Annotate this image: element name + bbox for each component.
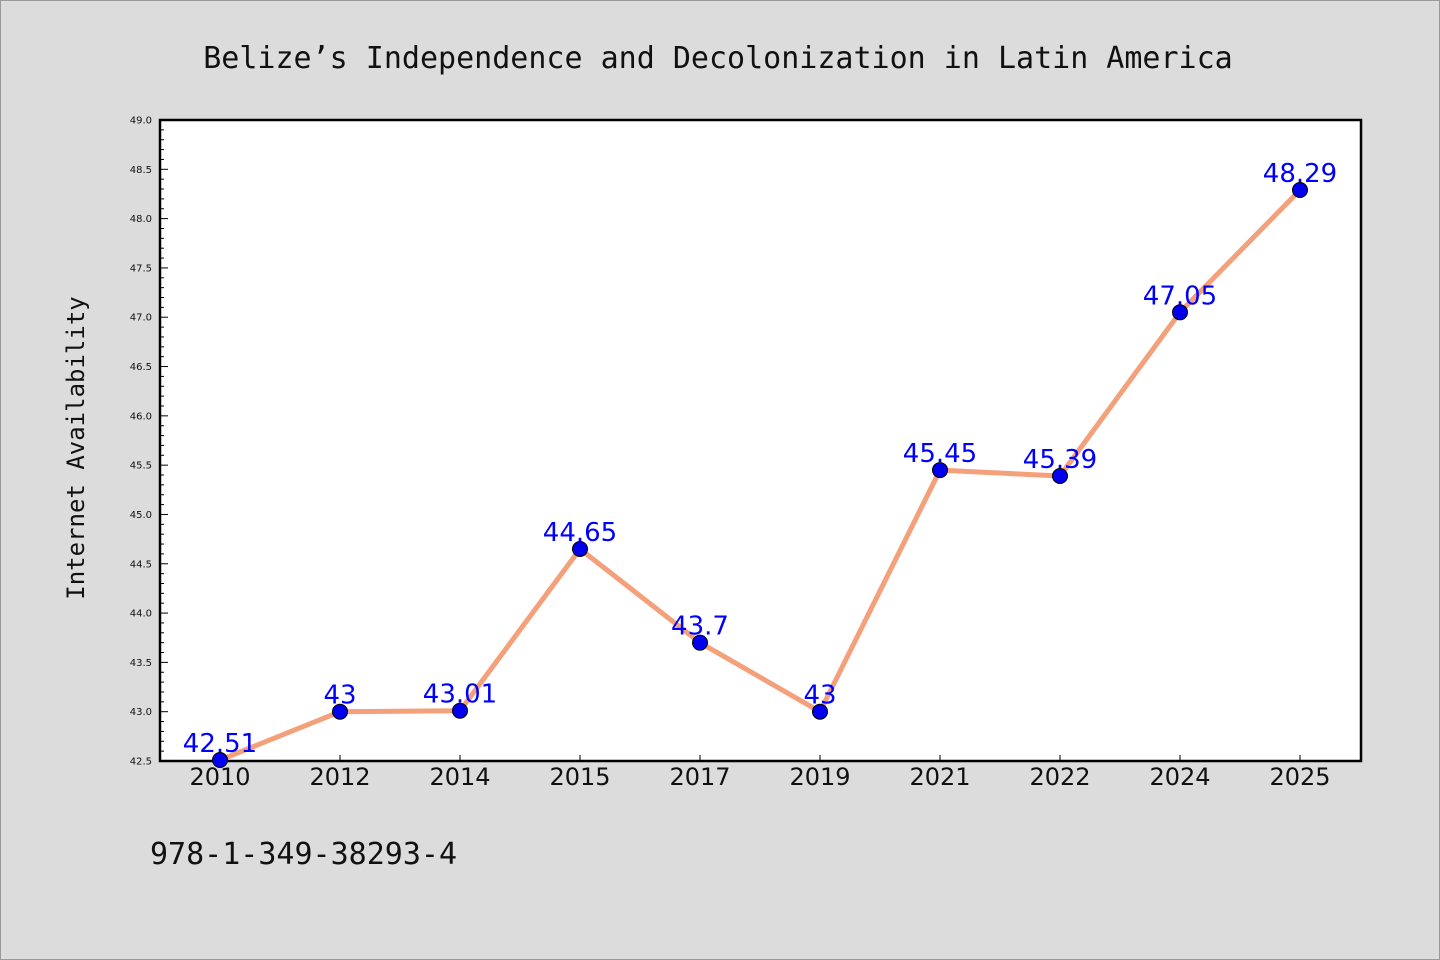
series-line [219, 188, 1302, 763]
x-tick-label: 2017 [669, 763, 730, 791]
y-tick-label: 48.5 [130, 165, 152, 176]
series-line-group [219, 188, 1302, 763]
y-axis-label: Internet Availability [62, 296, 90, 599]
data-point [932, 462, 948, 479]
x-tick-label: 2014 [429, 763, 490, 791]
data-point [332, 703, 348, 720]
data-labels-group: 42.51 43 43.01 44.65 43.7 43 45.45 45.39 47.05 48… [183, 159, 1337, 759]
y-tick-label: 43.5 [130, 658, 152, 669]
data-point [452, 702, 468, 719]
x-axis-ticks: 2010 2012 2014 2015 2017 2019 2021 2022 2024 2025 [189, 755, 1331, 791]
x-tick-label: 2025 [1269, 763, 1330, 791]
data-label: 43.7 [671, 612, 729, 642]
data-label: 45.45 [903, 439, 977, 469]
x-tick-label: 2012 [309, 763, 370, 791]
data-label: 42.51 [183, 729, 257, 759]
data-label: 43 [803, 681, 836, 711]
data-label: 43 [323, 681, 356, 711]
x-tick-label: 2021 [909, 763, 970, 791]
chart-title: Belize’s Independence and Decolonization… [203, 41, 1233, 76]
y-tick-label: 49.0 [130, 116, 152, 127]
y-tick-label: 47.0 [130, 313, 152, 324]
data-point [1172, 304, 1188, 321]
data-point [812, 703, 828, 720]
x-tick-label: 2015 [549, 763, 610, 791]
y-tick-label: 45.5 [130, 461, 152, 472]
x-tick-label: 2024 [1149, 763, 1210, 791]
plot-area [158, 118, 1363, 763]
y-tick-label: 43.0 [130, 707, 152, 718]
y-tick-label: 47.5 [130, 263, 152, 274]
data-point [1052, 468, 1068, 485]
data-point [692, 634, 708, 651]
y-axis-ticks: 42.5 43.0 43.5 44.0 44.5 45.0 45.5 46.0 46.5 47.0… [130, 116, 168, 768]
y-tick-label: 42.5 [130, 757, 152, 768]
y-tick-label: 45.0 [130, 510, 152, 521]
data-label: 47.05 [1143, 281, 1217, 311]
data-label: 43.01 [423, 680, 497, 710]
data-point [1292, 182, 1308, 199]
data-point [572, 540, 588, 557]
y-tick-label: 48.0 [130, 214, 152, 225]
data-label: 48.29 [1263, 159, 1337, 189]
footer-isbn: 978-1-349-38293-4 [150, 837, 457, 872]
y-tick-label: 44.5 [130, 559, 152, 570]
y-tick-label: 46.5 [130, 362, 152, 373]
data-point [212, 752, 228, 769]
x-tick-label: 2019 [789, 763, 850, 791]
y-tick-label: 46.0 [130, 411, 152, 422]
y-tick-label: 44.0 [130, 609, 152, 620]
series-points-group [212, 182, 1308, 769]
data-label: 45.39 [1023, 445, 1097, 475]
data-label: 44.65 [543, 518, 617, 548]
x-tick-label: 2022 [1029, 763, 1090, 791]
